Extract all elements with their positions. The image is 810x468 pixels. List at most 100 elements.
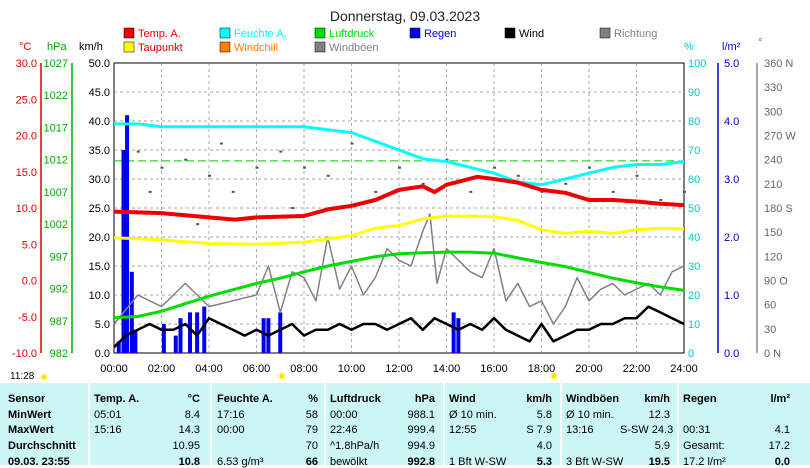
dir-tick-label: 330 bbox=[764, 82, 782, 94]
rain-bar bbox=[456, 318, 461, 353]
legend-label: Wind bbox=[519, 28, 544, 40]
rain-bar bbox=[129, 271, 134, 353]
wind-tick-label: 0.0 bbox=[95, 348, 110, 360]
direction-point bbox=[291, 207, 295, 209]
stats-table: Sensor Temp. A. °C Feuchte A.% Luftdruck hPa W… bbox=[0, 383, 810, 468]
direction-point bbox=[231, 190, 235, 193]
legend-label: Richtung bbox=[614, 28, 657, 40]
legend-label: Luftdruck bbox=[329, 28, 375, 40]
direction-point bbox=[255, 166, 259, 169]
press-tick-label: 992 bbox=[50, 284, 68, 296]
dir-tick-label: 360 N bbox=[764, 58, 793, 70]
x-tick-label: 04:00 bbox=[195, 363, 223, 375]
table-text: 6.53 g/m³ bbox=[217, 456, 264, 468]
weather-chart: Donnerstag, 09.03.2023 Temp. A. Feuchte A… bbox=[12, 8, 796, 375]
series-windböen bbox=[113, 213, 685, 325]
dir-tick-label: 240 bbox=[764, 155, 782, 167]
press-tick-label: 1002 bbox=[44, 219, 68, 231]
hum-tick-label: 0 bbox=[688, 348, 694, 360]
table-divider bbox=[324, 383, 326, 465]
table-text: Ø 10 min. bbox=[566, 409, 614, 421]
direction-point bbox=[326, 174, 330, 177]
table-text: 12:55 bbox=[449, 424, 477, 436]
table-value: 0.0 bbox=[774, 456, 790, 468]
sunset-icon bbox=[551, 373, 557, 379]
row-label: MaxWert bbox=[8, 424, 54, 436]
table-value: 4.0 bbox=[536, 440, 552, 452]
wind-tick-label: 40.0 bbox=[89, 116, 110, 128]
temp-unit: °C bbox=[19, 41, 31, 53]
rain-tick-label: 0.0 bbox=[724, 348, 739, 360]
table-value: 14.3 bbox=[178, 424, 200, 436]
hum-tick-label: 10 bbox=[688, 319, 700, 331]
table-value: 988.1 bbox=[407, 409, 435, 421]
wind-tick-label: 5.0 bbox=[95, 319, 110, 331]
wind-tick-label: 15.0 bbox=[89, 261, 110, 273]
legend-swatch bbox=[219, 41, 231, 53]
dir-tick-label: 300 bbox=[764, 106, 782, 118]
table-text: 00:31 bbox=[683, 424, 711, 436]
x-tick-label: 22:00 bbox=[623, 363, 651, 375]
temp-tick-label: 5.0 bbox=[22, 239, 37, 251]
wind-tick-label: 25.0 bbox=[89, 203, 110, 215]
wind-tick-label: 45.0 bbox=[89, 87, 110, 99]
legend-label: Windböen bbox=[329, 42, 379, 54]
table-value: 5.3 bbox=[536, 456, 552, 468]
wind-unit: km/h bbox=[79, 41, 103, 53]
direction-point bbox=[350, 142, 354, 145]
wind-tick-label: 50.0 bbox=[89, 58, 110, 70]
chart-title: Donnerstag, 09.03.2023 bbox=[330, 8, 480, 24]
table-value: 992.8 bbox=[407, 456, 435, 468]
table-header: km/h bbox=[526, 393, 552, 405]
table-value: 17.2 bbox=[768, 440, 790, 452]
legend-swatch bbox=[504, 27, 516, 39]
table-header: km/h bbox=[644, 393, 670, 405]
press-tick-label: 1012 bbox=[44, 155, 68, 167]
series-layer bbox=[113, 115, 686, 353]
dir-tick-label: 150 bbox=[764, 227, 782, 239]
legend-swatch bbox=[314, 27, 326, 39]
legend: Temp. A. Feuchte A. Luftdruck Regen Wind Rich… bbox=[123, 27, 657, 54]
temp-tick-label: 0.0 bbox=[22, 276, 37, 288]
hum-tick-label: 80 bbox=[688, 116, 700, 128]
table-value: S 7.9 bbox=[526, 424, 552, 436]
rain-bar bbox=[261, 318, 266, 353]
direction-point bbox=[659, 198, 663, 201]
table-text: 1 Bft W-SW bbox=[449, 456, 507, 468]
direction-point bbox=[588, 166, 591, 169]
legend-label: Feuchte A. bbox=[234, 28, 287, 40]
press-tick-label: 1027 bbox=[44, 58, 68, 70]
hum-tick-label: 50 bbox=[688, 203, 700, 215]
table-text: Ø 10 min. bbox=[449, 409, 497, 421]
temp-tick-label: 20.0 bbox=[16, 131, 37, 143]
rain-bar bbox=[125, 115, 130, 353]
hum-tick-label: 90 bbox=[688, 87, 700, 99]
wind-tick-label: 35.0 bbox=[89, 145, 110, 157]
direction-point bbox=[279, 150, 283, 153]
press-tick-label: 982 bbox=[50, 348, 68, 360]
table-value: 19.5 bbox=[648, 456, 670, 468]
direction-point bbox=[196, 223, 200, 226]
legend-label: Windchill bbox=[234, 42, 278, 54]
x-tick-label: 24:00 bbox=[670, 363, 698, 375]
legend-label: Taupunkt bbox=[138, 42, 183, 54]
table-text: 17:16 bbox=[217, 409, 245, 421]
hum-tick-label: 100 bbox=[688, 58, 706, 70]
x-tick-label: 06:00 bbox=[243, 363, 271, 375]
x-tick-label: 02:00 bbox=[148, 363, 176, 375]
dir-tick-label: 120 bbox=[764, 251, 782, 263]
temp-tick-label: 30.0 bbox=[16, 58, 37, 70]
direction-point bbox=[208, 174, 211, 177]
table-divider bbox=[88, 383, 90, 465]
press-tick-label: 997 bbox=[50, 251, 68, 263]
table-text: 00:00 bbox=[330, 409, 358, 421]
table-text: Gesamt: bbox=[683, 440, 725, 452]
table-divider bbox=[560, 383, 562, 465]
x-tick-label: 18:00 bbox=[528, 363, 556, 375]
table-value: 994.9 bbox=[407, 440, 435, 452]
direction-point bbox=[493, 166, 496, 169]
table-value: 66 bbox=[305, 456, 318, 468]
table-text: ^1.8hPa/h bbox=[330, 440, 380, 452]
table-value: 4.1 bbox=[774, 424, 790, 436]
wind-tick-label: 30.0 bbox=[89, 174, 110, 186]
